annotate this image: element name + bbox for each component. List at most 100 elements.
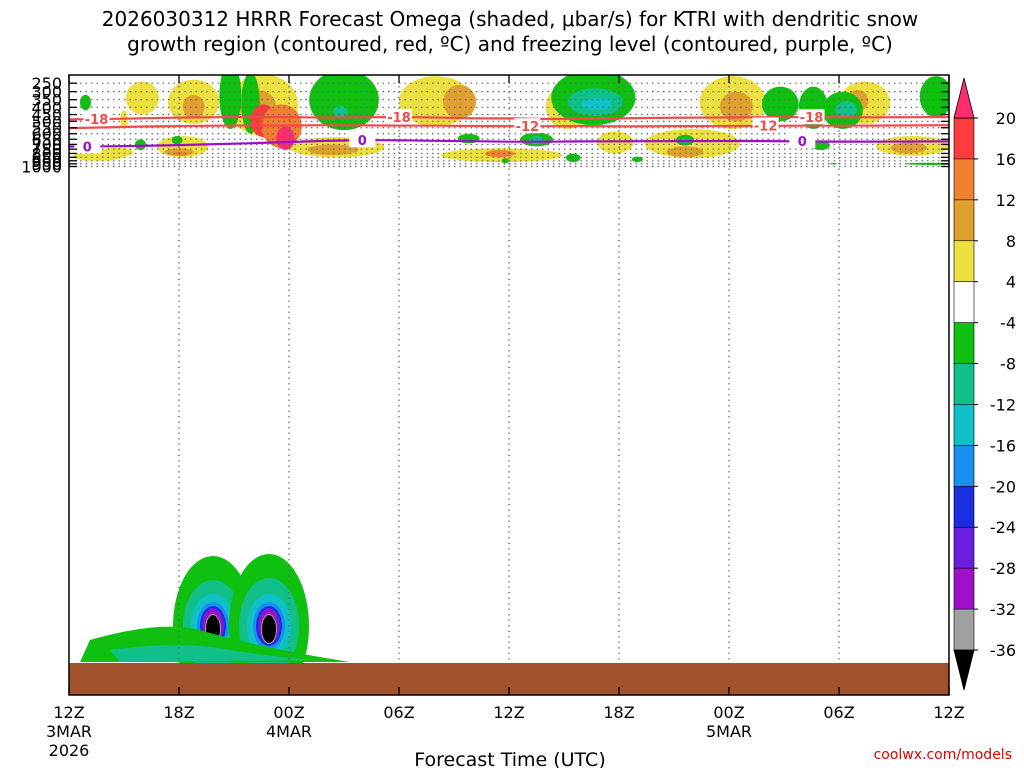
omega-region-dn-o bbox=[811, 140, 830, 151]
colorbar-segment bbox=[953, 240, 975, 283]
omega-region-dn-h2 bbox=[835, 101, 858, 118]
x-tick-label: 00Z bbox=[713, 703, 744, 722]
colorbar-tick-label: 16 bbox=[996, 150, 1016, 169]
colorbar-segment bbox=[953, 486, 975, 529]
y-tick-label: 1000 bbox=[21, 158, 62, 177]
x-tick-label: 00Z bbox=[273, 703, 304, 722]
contour-label-dgz-minus18: -18 bbox=[85, 113, 109, 128]
y-tick-label: 250 bbox=[31, 74, 62, 93]
x-tick-label: 06Z bbox=[823, 703, 854, 722]
omega-region-dn-m bbox=[171, 135, 183, 145]
omega-region-dn-f bbox=[762, 86, 799, 122]
omega-region-dn-b bbox=[219, 75, 242, 129]
contour-label-dgz-minus18: -18 bbox=[387, 111, 411, 126]
colorbar-top-arrow bbox=[953, 77, 975, 119]
y-tick-label: 500 bbox=[31, 112, 62, 131]
contour-label-bg-dgz-minus18 bbox=[386, 109, 412, 125]
omega-updraft-cores bbox=[80, 554, 350, 695]
colorbar-tick-label: -8 bbox=[1000, 355, 1016, 374]
colorbar-segment bbox=[953, 322, 975, 365]
colorbar-tick-label: 4 bbox=[1006, 273, 1016, 292]
low-level-downward-band-core bbox=[110, 645, 320, 662]
omega-region-low-up-c2 bbox=[666, 146, 704, 158]
y-tick-label: 400 bbox=[31, 98, 62, 117]
colorbar-segment bbox=[953, 199, 975, 242]
contour-label-bg-dgz-minus12 bbox=[752, 117, 779, 133]
y-tick-label: 600 bbox=[31, 125, 62, 144]
omega-region-up-orange-c bbox=[485, 150, 515, 158]
colorbar-tick-label: -24 bbox=[990, 518, 1016, 537]
colorbar-tick-label: -28 bbox=[990, 559, 1016, 578]
colorbar-tick-label: -20 bbox=[990, 477, 1016, 496]
colorbar-segment bbox=[953, 363, 975, 406]
x-tick-year: 2026 bbox=[49, 741, 90, 760]
x-tick-label: 06Z bbox=[383, 703, 414, 722]
omega-colorbar: 20 16 12 8 4 -4 -8 -12 -16 -20 -24 -28 -32 -36 bbox=[953, 77, 1016, 691]
contour-label-dgz-minus12: -12 bbox=[516, 120, 540, 135]
omega-region-dn-q bbox=[565, 153, 581, 163]
colorbar-tick-label: -12 bbox=[990, 395, 1016, 414]
chart-title-line-2: growth region (contoured, red, ºC) and f… bbox=[127, 32, 893, 56]
omega-region-mid-up-d2 bbox=[443, 84, 476, 119]
contour-label-bg-dgz-minus12 bbox=[514, 118, 541, 134]
contour-label-freezing-level: 0 bbox=[83, 140, 92, 155]
x-tick-date: 5MAR bbox=[706, 722, 752, 741]
x-tick-label: 18Z bbox=[163, 703, 194, 722]
colorbar-segment bbox=[953, 567, 975, 610]
colorbar-segment bbox=[953, 281, 975, 324]
omega-region-low-up-d2 bbox=[890, 142, 928, 154]
colorbar-segment bbox=[953, 158, 975, 201]
colorbar-segment bbox=[953, 608, 975, 651]
omega-region-up-orange-b bbox=[173, 151, 189, 156]
plot-area: -18 -18 -18 -12 -12 0 0 0 bbox=[69, 75, 949, 695]
contour-label-bg-freezing-level bbox=[74, 138, 101, 154]
omega-region-dn-p bbox=[631, 156, 643, 163]
x-tick-date: 3MAR bbox=[46, 722, 92, 741]
colorbar-segment bbox=[953, 445, 975, 488]
omega-region-dn-j2 bbox=[529, 135, 544, 145]
colorbar-tick-label: 12 bbox=[996, 191, 1016, 210]
y-tick-label: 800 bbox=[31, 144, 62, 163]
colorbar-tick-label: -36 bbox=[990, 641, 1016, 660]
contour-label-freezing-level: 0 bbox=[358, 134, 367, 149]
x-tick-date: 4MAR bbox=[266, 722, 312, 741]
contour-label-dgz-minus12: -12 bbox=[754, 119, 778, 134]
colorbar-segment bbox=[953, 117, 975, 160]
y-axis: 2503003504004505005506006507007508008509… bbox=[21, 74, 949, 177]
x-tick-label: 12Z bbox=[933, 703, 964, 722]
y-tick-label: 350 bbox=[31, 91, 62, 110]
colorbar-tick-label: 8 bbox=[1006, 232, 1016, 251]
omega-region-mid-up-a bbox=[125, 81, 159, 115]
x-tick-label: 12Z bbox=[53, 703, 84, 722]
omega-region-low-up-e bbox=[597, 131, 634, 154]
omega-region-up-magenta-a bbox=[276, 126, 295, 151]
contour-label-bg-freezing-level bbox=[789, 133, 816, 149]
x-tick-label: 18Z bbox=[603, 703, 634, 722]
x-tick-label: 12Z bbox=[493, 703, 524, 722]
contour-label-bg-dgz-minus18 bbox=[798, 109, 825, 125]
contour-label-bg-freezing-level bbox=[349, 132, 376, 148]
colorbar-tick-label: -32 bbox=[990, 600, 1016, 619]
grid-lines bbox=[69, 75, 949, 695]
omega-shaded-regions bbox=[72, 75, 949, 165]
omega-region-dn-a bbox=[80, 94, 91, 111]
y-tick-label: 750 bbox=[31, 140, 62, 159]
chart-title-line-1: 2026030312 HRRR Forecast Omega (shaded, … bbox=[102, 7, 918, 31]
x-axis-label: Forecast Time (UTC) bbox=[414, 749, 605, 768]
y-tick-label: 950 bbox=[31, 155, 62, 174]
omega-region-mid-up-b2 bbox=[182, 94, 205, 119]
contour-line-dgz-minus12 bbox=[69, 124, 949, 130]
colorbar-bottom-arrow bbox=[953, 649, 975, 691]
site-link[interactable]: coolwx.com/models bbox=[874, 747, 1012, 763]
y-tick-label: 900 bbox=[31, 152, 62, 171]
omega-region-dn-e3 bbox=[582, 98, 612, 111]
y-tick-label: 650 bbox=[31, 130, 62, 149]
y-tick-label: 550 bbox=[31, 119, 62, 138]
colorbar-tick-label: -16 bbox=[990, 436, 1016, 455]
y-tick-label: 700 bbox=[31, 135, 62, 154]
colorbar-segment bbox=[953, 404, 975, 447]
y-tick-label: 850 bbox=[31, 148, 62, 167]
temperature-contours: -18 -18 -18 -12 -12 0 0 0 bbox=[69, 109, 949, 155]
